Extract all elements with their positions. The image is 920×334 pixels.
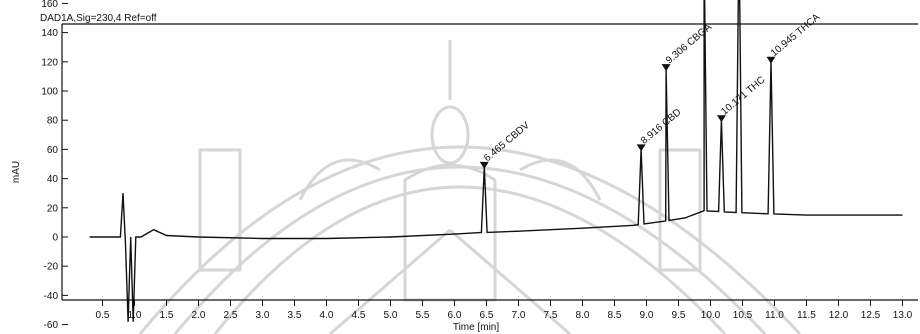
x-tick-label: 7.0 [512, 310, 526, 321]
peak-marker [479, 161, 489, 169]
x-ticks: 0.5 1.0 1.5 2.0 2.5 3.0 3.5 4.0 4.5 5.0 5.5 6.0 6.5 7… [96, 300, 913, 321]
peak-label: 8.916 CBD [639, 107, 684, 147]
x-tick-label: 0.5 [96, 310, 110, 321]
peak-label: 10.171 THC [719, 75, 767, 118]
y-tick-label: 80 [47, 116, 59, 127]
x-tick-label: 8.5 [608, 310, 622, 321]
x-tick-label: 4.0 [320, 310, 334, 321]
x-tick-label: 2.5 [224, 310, 238, 321]
x-tick-label: 10.0 [701, 310, 721, 321]
peak-marker [716, 115, 726, 123]
y-tick-label: 160 [41, 0, 58, 10]
y-tick-label: -40 [44, 291, 59, 302]
y-tick-label: 100 [41, 87, 58, 98]
x-tick-label: 12.5 [861, 310, 881, 321]
x-tick-label: 8.0 [576, 310, 590, 321]
x-tick-label: 5.5 [416, 310, 430, 321]
peak-label: 9.306 CBGA [664, 22, 714, 67]
x-tick-label: 11.0 [765, 310, 784, 321]
x-tick-label: 5.0 [384, 310, 398, 321]
peak-label: 10.945 THCA [769, 12, 823, 59]
x-tick-label: 11.5 [797, 310, 816, 321]
y-axis-title: mAU [11, 161, 22, 183]
y-tick-label: 140 [41, 28, 58, 39]
x-tick-label: 4.5 [352, 310, 366, 321]
y-tick-label: 0 [52, 233, 58, 244]
x-tick-label: 12.0 [829, 310, 849, 321]
x-tick-label: 9.5 [672, 310, 686, 321]
x-tick-label: 7.5 [544, 310, 558, 321]
x-tick-label: 6.0 [448, 310, 462, 321]
x-tick-label: 3.5 [288, 310, 302, 321]
x-tick-label: 3.0 [256, 310, 270, 321]
x-tick-label: 1.0 [128, 310, 142, 321]
peak-label: 6.465 CBDV [482, 120, 532, 164]
x-tick-label: 10.5 [733, 310, 753, 321]
y-ticks: 200180160140120100806040200-20-40-60 [41, 0, 68, 331]
x-tick-label: 9.0 [640, 310, 654, 321]
peak-marker [661, 64, 671, 72]
x-axis-title: Time [min] [453, 322, 500, 333]
y-tick-label: 120 [41, 57, 58, 68]
signal-header: DAD1A,Sig=230,4 Ref=off [40, 13, 157, 24]
peak-marker [636, 144, 646, 152]
x-tick-label: 6.5 [480, 310, 494, 321]
x-tick-label: 2.0 [192, 310, 206, 321]
y-tick-label: -20 [44, 262, 59, 273]
x-tick-label: 13.0 [893, 310, 913, 321]
y-tick-label: 60 [47, 145, 59, 156]
peak-marker [766, 56, 776, 64]
y-tick-label: 20 [47, 203, 59, 214]
x-tick-label: 1.5 [160, 310, 174, 321]
y-tick-label: -60 [44, 320, 59, 331]
y-tick-label: 40 [47, 174, 59, 185]
